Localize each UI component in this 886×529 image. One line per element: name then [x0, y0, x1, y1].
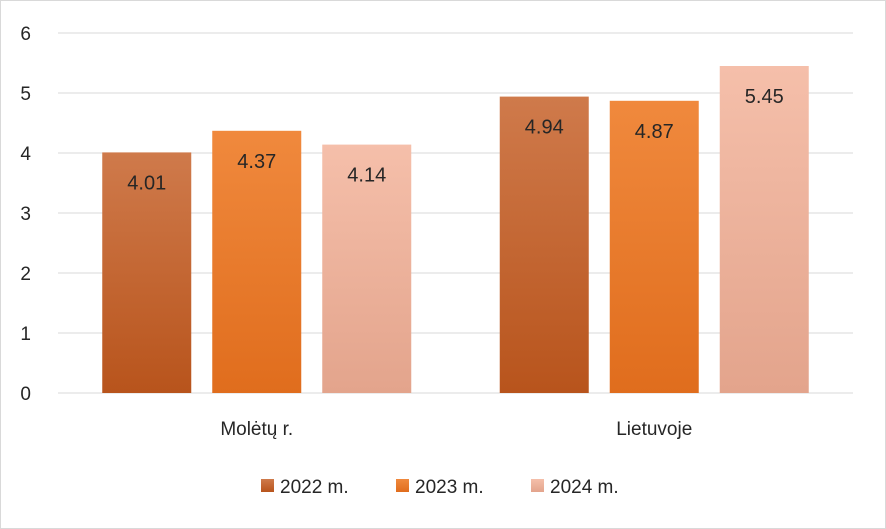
x-category-label: Molėtų r.: [220, 419, 293, 440]
y-tick-label: 6: [20, 24, 31, 45]
legend-label: 2023 m.: [415, 477, 484, 498]
x-axis-categories: Molėtų r. Lietuvoje: [220, 419, 692, 440]
data-label: 4.01: [127, 172, 166, 194]
bar: [499, 96, 589, 393]
data-label: 5.45: [745, 86, 784, 108]
legend-label: 2022 m.: [280, 477, 349, 498]
data-label: 4.87: [635, 121, 674, 143]
bar: [102, 152, 192, 393]
bars: [102, 66, 809, 394]
y-tick-label: 1: [20, 324, 31, 345]
y-tick-label: 5: [20, 84, 31, 105]
data-labels: 4.01 4.37 4.14 4.94 4.87 5.45: [127, 86, 783, 194]
y-tick-label: 3: [20, 204, 31, 225]
legend: 2022 m. 2023 m. 2024 m.: [261, 477, 619, 498]
y-tick-label: 0: [20, 384, 31, 405]
x-category-label: Lietuvoje: [616, 419, 692, 440]
data-label: 4.14: [347, 165, 386, 187]
bar: [322, 144, 412, 393]
y-tick-label: 4: [20, 144, 31, 165]
data-label: 4.37: [237, 151, 276, 173]
bar: [719, 66, 809, 393]
y-axis-ticks: 0 1 2 3 4 5 6: [20, 24, 31, 405]
y-tick-label: 2: [20, 264, 31, 285]
legend-swatch: [531, 479, 544, 492]
legend-swatch: [396, 479, 409, 492]
data-label: 4.94: [525, 117, 564, 139]
bar: [212, 130, 302, 394]
bar: [609, 100, 699, 394]
legend-swatch: [261, 479, 274, 492]
legend-label: 2024 m.: [550, 477, 619, 498]
